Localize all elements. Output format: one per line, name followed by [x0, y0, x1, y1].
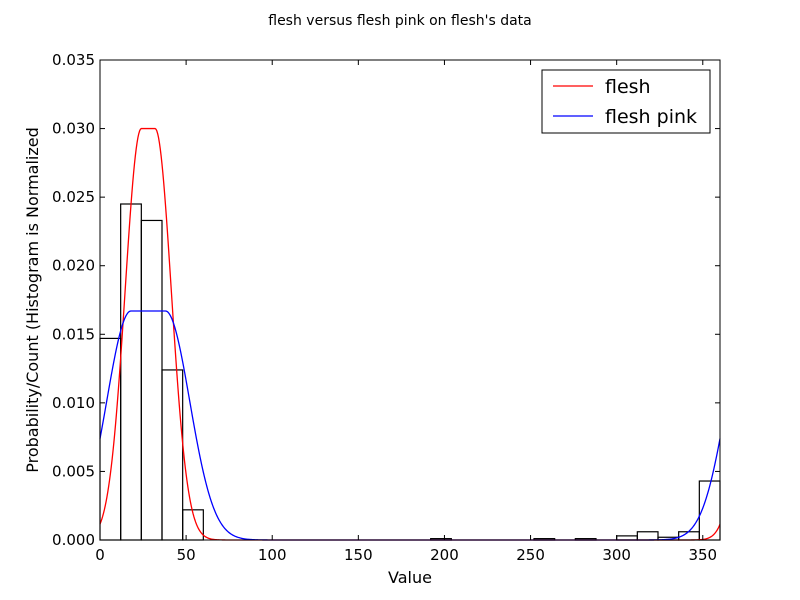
- y-tick-label: 0.020: [52, 257, 95, 275]
- legend-label-flesh: flesh: [605, 76, 651, 98]
- y-axis-label: Probability/Count (Histogram is Normaliz…: [23, 127, 42, 473]
- y-tick-label: 0.035: [52, 51, 95, 69]
- x-tick-label: 350: [688, 546, 717, 564]
- x-tick-label: 300: [602, 546, 631, 564]
- chart-title: flesh versus flesh pink on flesh's data: [268, 13, 531, 29]
- legend: flesh flesh pink: [541, 69, 711, 134]
- y-tick-label: 0.005: [52, 462, 95, 480]
- y-axis: 0.000 0.005 0.010 0.015 0.020 0.025 0.030 0.035: [52, 51, 720, 549]
- legend-label-flesh-pink: flesh pink: [605, 106, 697, 128]
- y-tick-label: 0.025: [52, 188, 95, 206]
- x-tick-label: 250: [516, 546, 545, 564]
- x-tick-label: 50: [177, 546, 196, 564]
- histogram-bar: [636, 531, 659, 541]
- histogram-bars: [99, 203, 721, 541]
- y-tick-label: 0.000: [52, 531, 95, 549]
- x-axis: 0 50 100 150 200 250 300 350: [95, 60, 717, 564]
- histogram-bar: [140, 219, 163, 541]
- y-tick-label: 0.030: [52, 120, 95, 138]
- histogram-bar: [120, 203, 142, 541]
- plot-frame: [99, 59, 721, 541]
- curve-flesh: [99, 127, 721, 541]
- histogram-bar: [161, 369, 184, 541]
- y-tick-label: 0.015: [52, 325, 95, 343]
- x-tick-label: 200: [430, 546, 459, 564]
- x-tick-label: 100: [258, 546, 287, 564]
- y-tick-label: 0.010: [52, 394, 95, 412]
- x-axis-label: Value: [388, 568, 432, 587]
- x-tick-label: 150: [344, 546, 373, 564]
- curve-flesh-pink: [99, 310, 721, 541]
- histogram-bar: [99, 337, 122, 541]
- curves: [99, 127, 721, 541]
- legend-box: [541, 69, 711, 134]
- x-tick-label: 0: [95, 546, 105, 564]
